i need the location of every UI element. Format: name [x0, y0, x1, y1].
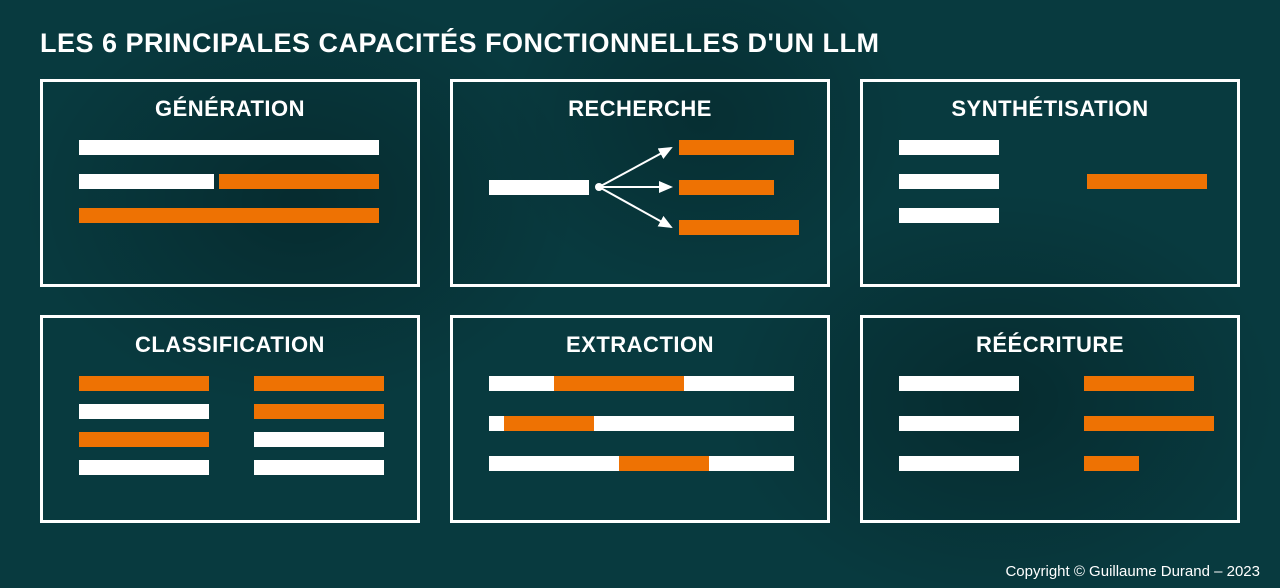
bar	[504, 416, 594, 431]
bar	[79, 460, 209, 475]
bar	[679, 180, 774, 195]
bar	[79, 174, 214, 189]
card-extraction-title: EXTRACTION	[469, 332, 811, 358]
bar	[254, 376, 384, 391]
card-classification-title: CLASSIFICATION	[59, 332, 401, 358]
bar	[489, 180, 589, 195]
copyright-text: Copyright © Guillaume Durand – 2023	[1005, 563, 1260, 580]
card-reecriture-body	[879, 376, 1221, 504]
bar	[899, 376, 1019, 391]
bar	[1084, 416, 1214, 431]
bar	[219, 174, 379, 189]
card-recherche-body	[469, 140, 811, 268]
card-generation-title: GÉNÉRATION	[59, 96, 401, 122]
card-extraction-body	[469, 376, 811, 504]
card-classification: CLASSIFICATION	[40, 315, 420, 523]
bar	[79, 376, 209, 391]
bar	[899, 174, 999, 189]
bar	[679, 220, 799, 235]
card-generation-body	[59, 140, 401, 268]
bar	[899, 208, 999, 223]
bar	[79, 208, 379, 223]
card-synthetisation-title: SYNTHÉTISATION	[879, 96, 1221, 122]
bar	[254, 432, 384, 447]
bar	[899, 416, 1019, 431]
page-title: LES 6 PRINCIPALES CAPACITÉS FONCTIONNELL…	[40, 28, 1240, 59]
bar	[1087, 174, 1207, 189]
card-recherche: RECHERCHE	[450, 79, 830, 287]
bar	[79, 404, 209, 419]
bar	[254, 460, 384, 475]
bar	[79, 140, 379, 155]
card-reecriture-title: RÉÉCRITURE	[879, 332, 1221, 358]
bar	[619, 456, 709, 471]
bar	[554, 376, 684, 391]
card-synthetisation: SYNTHÉTISATION	[860, 79, 1240, 287]
card-synthetisation-body	[879, 140, 1221, 268]
bar	[899, 456, 1019, 471]
bar	[254, 404, 384, 419]
card-generation: GÉNÉRATION	[40, 79, 420, 287]
bar	[1084, 376, 1194, 391]
card-recherche-title: RECHERCHE	[469, 96, 811, 122]
cards-grid: GÉNÉRATION RECHERCHE SYNTHÉTISATION CLAS…	[40, 79, 1240, 523]
card-classification-body	[59, 376, 401, 504]
bar	[79, 432, 209, 447]
bar	[1084, 456, 1139, 471]
card-extraction: EXTRACTION	[450, 315, 830, 523]
recherche-arrows	[469, 140, 811, 268]
bar	[679, 140, 794, 155]
card-reecriture: RÉÉCRITURE	[860, 315, 1240, 523]
bar	[899, 140, 999, 155]
